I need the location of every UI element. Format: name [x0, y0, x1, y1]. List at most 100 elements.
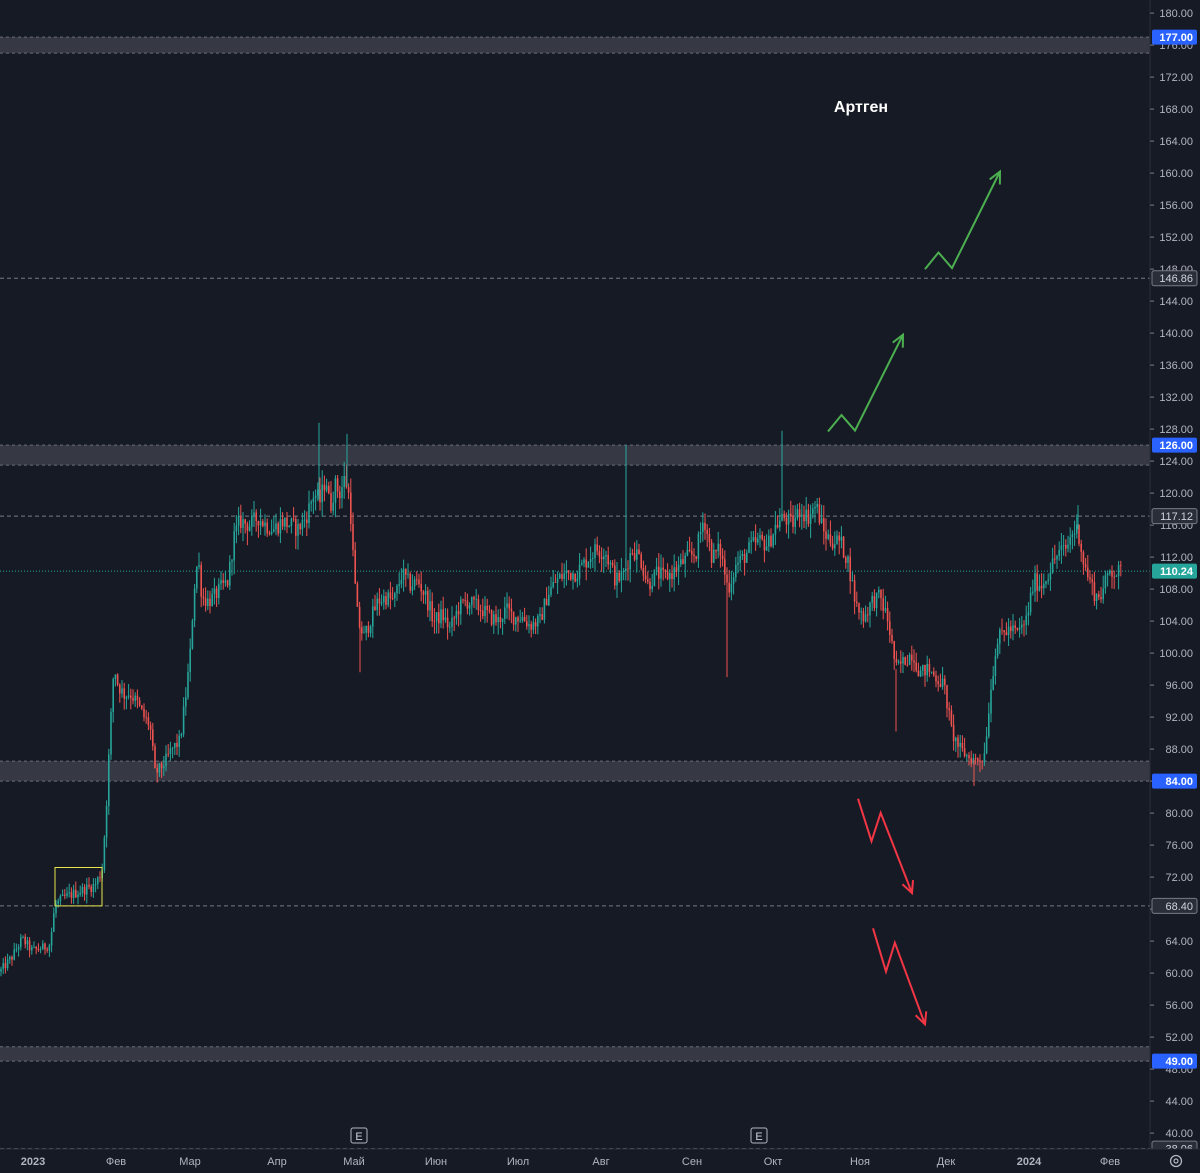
candle-body [983, 753, 986, 763]
candle-body [664, 569, 667, 572]
candle-body [933, 671, 935, 676]
candle-body [193, 588, 196, 621]
price-tick-label: 168.00 [1159, 104, 1193, 116]
candle-body [840, 536, 843, 541]
candle-body [1060, 545, 1063, 550]
price-axis[interactable]: 180.00176.00172.00168.00164.00160.00156.… [1149, 0, 1200, 1157]
candle-body [1047, 579, 1049, 582]
candle-body [103, 837, 106, 870]
candle-body [550, 587, 552, 595]
chart-settings[interactable] [1169, 1154, 1183, 1168]
candle-body [4, 963, 7, 969]
candle-body [603, 556, 605, 560]
settings-gear-icon[interactable] [1169, 1154, 1183, 1168]
candle-body [1087, 567, 1089, 578]
time-axis[interactable]: 2023 Фев Мар Апр Май Июн Июл Авг Сен Окт Ноя Дек 202… [0, 1148, 1200, 1173]
price-level-badge[interactable]: 146.86 [1151, 270, 1198, 287]
candle-body [922, 665, 924, 671]
candle-body [869, 602, 871, 616]
candle-body [88, 884, 90, 887]
price-level-badge-label: 126.00 [1159, 440, 1193, 452]
candle-body [363, 632, 365, 634]
drawing-annotations: Артген [54, 99, 1002, 1027]
candle-body [724, 559, 726, 575]
candle-body [996, 643, 999, 657]
price-zone [0, 37, 1150, 54]
earnings-event-marker[interactable]: E [350, 1127, 368, 1144]
candle-body [504, 607, 506, 619]
candle-body [61, 894, 64, 896]
candle-body [559, 574, 561, 579]
candle-body [974, 758, 977, 759]
candle-body [779, 520, 781, 528]
earnings-icon [750, 1127, 768, 1144]
price-tick-label: 88.00 [1165, 744, 1193, 756]
earnings-event-marker[interactable]: E [750, 1127, 768, 1144]
candle-body [1027, 612, 1030, 616]
candle-body [1102, 588, 1104, 600]
candle-body [380, 602, 383, 604]
candle-body [233, 531, 235, 561]
price-level-badge[interactable]: 126.00 [1152, 437, 1197, 453]
candle-body [319, 489, 321, 503]
candle-body [741, 553, 744, 556]
candle-body [497, 617, 499, 623]
arrow-head [914, 1011, 928, 1027]
candle-body [957, 737, 959, 747]
candle-body [136, 695, 139, 701]
candle-body [356, 583, 359, 607]
candle-body [812, 508, 814, 515]
candle-body [609, 562, 612, 565]
price-level-badge[interactable]: 117.12 [1151, 508, 1198, 525]
price-level-badge[interactable]: 84.00 [1152, 773, 1197, 789]
candle-body [444, 617, 447, 621]
candle-body [713, 549, 715, 563]
candle-body [895, 658, 898, 663]
candle-body [1073, 533, 1076, 535]
candle-body [198, 564, 200, 567]
price-level-badge[interactable]: 49.00 [1152, 1053, 1197, 1069]
candle-body [24, 936, 26, 945]
candle-body [394, 593, 396, 599]
candle-body [1093, 581, 1096, 601]
candle-body [693, 554, 695, 557]
candle-body [697, 534, 700, 559]
candle-body [174, 742, 176, 748]
candle-body [367, 625, 370, 633]
candle-body [475, 599, 477, 600]
candle-body [827, 534, 829, 539]
candle-body [1034, 573, 1036, 592]
candle-body [1054, 558, 1056, 560]
candle-body [237, 516, 240, 526]
candle-body [968, 755, 970, 759]
chart-title: Артген [834, 99, 888, 116]
candle-body [552, 582, 554, 588]
candle-body [156, 768, 158, 773]
candle-body [490, 610, 493, 625]
candle-body [851, 580, 854, 582]
candle-body [317, 489, 319, 496]
price-level-badge[interactable]: 110.24 [1152, 563, 1197, 579]
candle-body [1069, 536, 1071, 545]
candle-body [473, 597, 475, 600]
price-level-badge[interactable]: 177.00 [1152, 29, 1197, 45]
price-tick-label: 120.00 [1159, 488, 1193, 500]
candle-body [218, 583, 220, 599]
candle-body [972, 758, 975, 764]
candle-body [809, 514, 812, 524]
candle-body [774, 524, 777, 535]
candle-body [336, 478, 339, 492]
price-level-badge[interactable]: 68.40 [1151, 897, 1198, 914]
arrow-head [989, 169, 1002, 185]
candle-body [1043, 583, 1045, 589]
candle-body [917, 670, 920, 677]
candle-body [196, 566, 198, 589]
candle-body [512, 611, 515, 625]
candle-body [1045, 581, 1047, 584]
candle-body [407, 573, 409, 575]
candle-body [165, 753, 167, 767]
candle-body [607, 554, 609, 565]
candle-body [20, 937, 22, 948]
candle-body [288, 526, 290, 527]
